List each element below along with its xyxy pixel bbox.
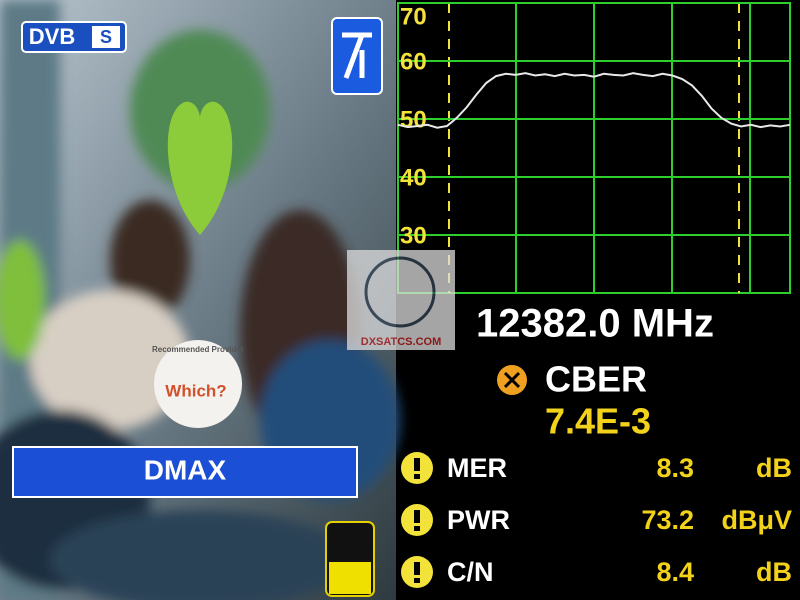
badge-ring: Recommended Provider [152, 345, 244, 354]
measure-value: 73.2 [641, 505, 694, 535]
measure-value: 8.4 [656, 557, 694, 587]
logo-s: S [100, 27, 112, 47]
cber-icon-x [503, 371, 521, 389]
warning-bang [414, 458, 420, 471]
warning-bang [414, 562, 420, 575]
measure-value: 8.3 [656, 453, 694, 483]
battery-level [329, 562, 371, 594]
badge [154, 340, 242, 428]
spectrum-trace [397, 72, 791, 129]
watermark-group: DXSATCS.COM [347, 250, 455, 350]
measure-name: PWR [447, 505, 510, 535]
heart [167, 101, 233, 235]
logo-dvb: DVB [29, 24, 75, 49]
frequency: 12382.0 MHz [476, 302, 714, 346]
cber-value: 7.4E-3 [545, 401, 651, 442]
y-tick-label: 70 [400, 3, 427, 30]
watermark-ring [364, 256, 436, 328]
warning-dot [414, 578, 420, 583]
warning-bang [414, 510, 420, 523]
measure-unit: dB [756, 557, 792, 587]
measure-unit: dBμV [721, 505, 792, 535]
cber-label: CBER [545, 359, 647, 400]
watermark: DXSATCS.COM [361, 336, 441, 348]
channel-bar [12, 446, 358, 498]
spectrum: 30 40 50 60 70 [397, 2, 791, 294]
watermark-bg [347, 250, 455, 350]
channel-name: DMAX [144, 454, 227, 485]
y-tick-label: 50 [400, 106, 427, 133]
sat-glyph [342, 32, 372, 79]
badge-brand: Which? [165, 381, 226, 400]
warning-dot [414, 526, 420, 531]
warning-dot [414, 474, 420, 479]
sat-icon [331, 17, 383, 95]
y-tick-label: 60 [400, 48, 427, 75]
y-tick-label: 40 [400, 164, 427, 191]
measure-unit: dB [756, 453, 792, 483]
measure-name: C/N [447, 557, 494, 587]
logo-s-box [92, 26, 120, 48]
measure-name: MER [447, 453, 507, 483]
y-tick-label: 30 [400, 222, 427, 249]
